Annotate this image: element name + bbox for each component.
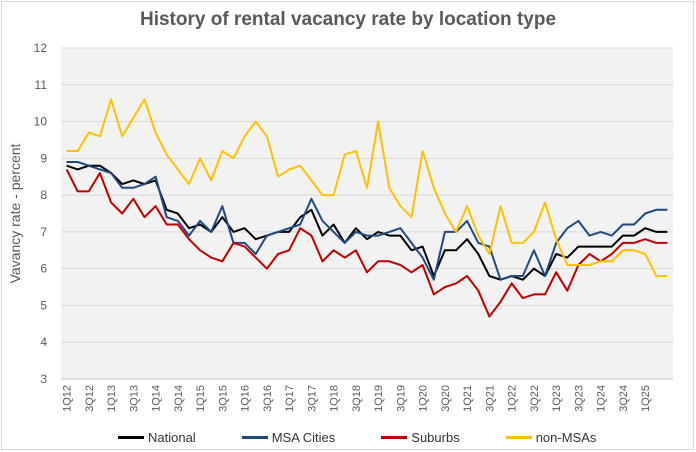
y-tick-label: 11 [35,78,48,92]
x-tick-label: 1Q21 [462,385,474,412]
x-tick-label: 3Q21 [484,385,496,412]
x-tick-label: 1Q16 [240,385,252,412]
y-axis-title: Vavancy rate - percent [7,143,23,283]
x-tick-label: 1Q22 [507,385,519,412]
y-tick-label: 6 [40,262,47,276]
legend-swatch [118,436,144,439]
series-line-msa-cities [66,161,668,281]
x-tick-label: 1Q24 [596,385,608,412]
legend-item: National [118,430,196,445]
y-tick-label: 5 [40,298,47,312]
x-tick-label: 3Q16 [262,385,274,412]
x-tick-label: 1Q23 [551,385,563,412]
x-tick-label: 1Q15 [195,385,207,412]
x-tick-label: 1Q19 [373,385,385,412]
x-tick-label: 1Q17 [284,385,296,412]
y-tick-label: 4 [40,335,47,349]
series-line-suburbs [65,168,668,318]
legend-item: MSA Cities [241,430,336,445]
x-tick-label: 3Q12 [84,385,96,412]
y-tick-label: 9 [40,151,47,165]
legend-label: Suburbs [411,430,460,445]
legend-swatch [505,436,532,439]
x-tick-label: 1Q12 [62,385,74,412]
x-tick-label: 3Q22 [529,385,541,412]
plot-area [61,48,673,379]
x-tick-label: 1Q18 [329,385,341,412]
x-tick-label: 1Q13 [106,385,118,412]
x-tick-label: 3Q13 [128,385,140,412]
legend-item: non-MSAs [505,430,597,445]
legend-swatch [241,436,268,439]
x-tick-label: 3Q18 [351,385,363,412]
legend-swatch [381,436,408,439]
x-tick-label: 3Q19 [395,385,407,412]
x-tick-label: 3Q17 [306,385,318,412]
y-tick-label: 7 [40,225,47,239]
x-tick-label: 3Q20 [440,385,452,412]
legend-label: non-MSAs [535,430,597,445]
y-tick-label: 8 [40,188,47,202]
x-tick-label: 3Q15 [217,385,229,412]
legend: National MSA Cities Suburbs non-MSAs [118,430,642,445]
y-tick-label: 10 [34,115,48,129]
x-tick-label: 3Q23 [573,385,585,412]
x-tick-label: 3Q24 [618,385,630,412]
x-tick-label: 1Q25 [640,385,652,412]
y-tick-label: 3 [40,372,47,386]
legend-item: Suburbs [381,430,460,445]
x-tick-label: 3Q14 [173,385,185,412]
y-tick-label: 12 [34,41,48,55]
x-tick-label: 1Q14 [151,385,163,412]
series-line-non-msas [66,98,668,277]
x-tick-label: 1Q20 [418,385,430,412]
series-line-national [66,164,668,281]
legend-label: MSA Cities [271,430,336,445]
chart-title: History of rental vacancy rate by locati… [139,9,557,30]
legend-label: National [148,430,196,445]
